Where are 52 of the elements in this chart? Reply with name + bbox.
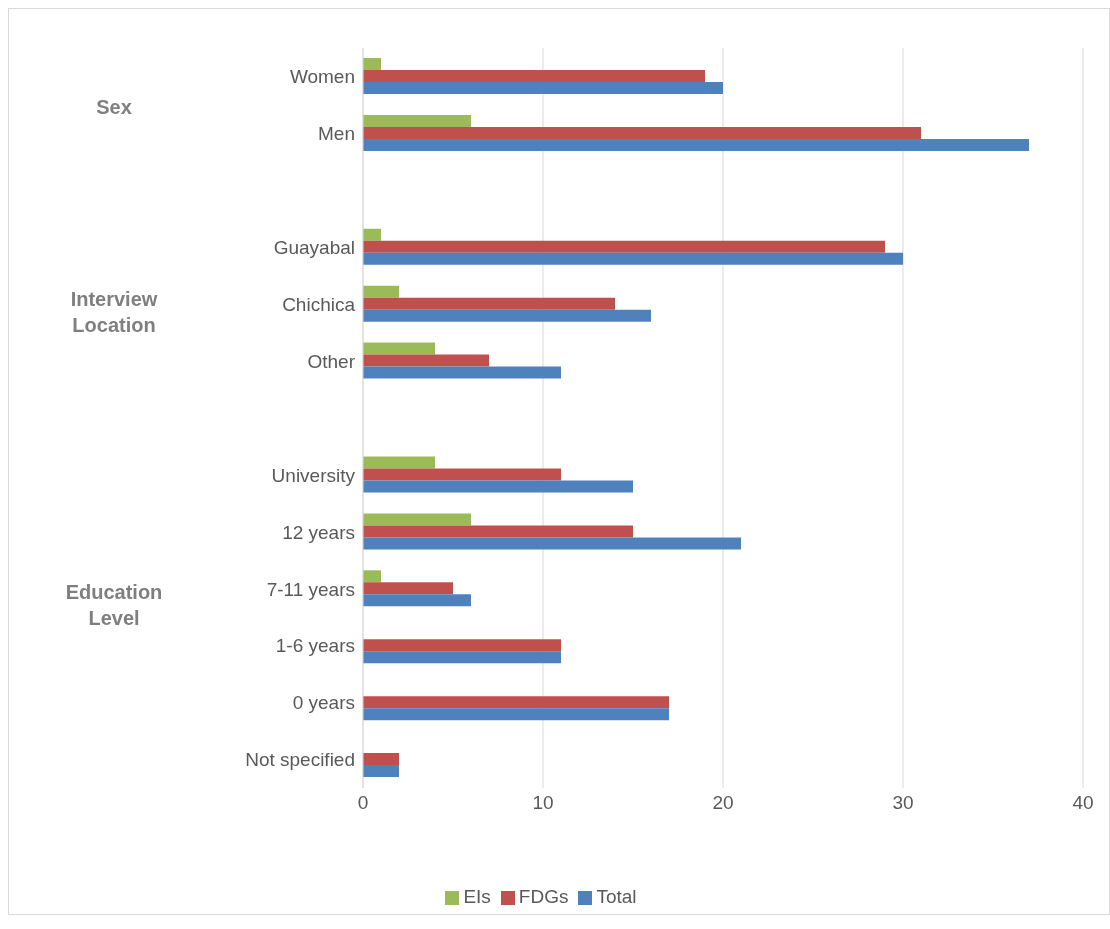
bar [363,70,705,82]
bar [363,582,453,595]
bar [363,309,651,322]
text: Education Level [64,579,164,631]
y-tick-label: Men [318,123,355,145]
bar [363,537,741,550]
x-tick-label: 10 [532,792,554,814]
x-tick-label: 0 [357,792,369,814]
y-tick-label: University [271,464,356,486]
text: Interview Location [69,286,159,338]
x-tick-label: 30 [892,792,914,814]
legend-label: FDGs [518,886,569,907]
y-tick-label: Other [307,350,356,372]
bar [363,126,921,139]
y-tick-label: 0 years [292,692,355,714]
bar [363,82,723,94]
bar [363,594,471,607]
bar [363,285,399,298]
bar [363,138,1029,151]
legend-label: Total [596,886,637,907]
y-tick-label: Guayabal [273,236,355,258]
x-tick-label: 20 [712,792,734,814]
bar [363,342,435,355]
bar [363,765,399,778]
bar [363,366,561,379]
bar [363,696,669,709]
y-tick-label: Women [289,66,355,88]
bar [363,708,669,721]
y-tick-label: 7-11 years [266,578,355,600]
bar [363,228,381,241]
x-tick-label: 40 [1072,792,1094,814]
bar [363,525,633,538]
bar [363,252,903,265]
legend-label: EIs [463,886,491,907]
bar [363,570,381,583]
bar [363,240,885,253]
bar [363,456,435,469]
bar [363,354,489,367]
text: Sex [95,94,133,120]
bar [363,651,561,664]
y-tick-label: Chichica [282,293,356,315]
bar [363,639,561,652]
bar [363,58,381,70]
bar [363,297,615,310]
y-tick-label: Not specified [245,749,355,771]
bar [363,468,561,481]
y-tick-label: 1-6 years [275,635,355,657]
bar [363,513,471,526]
y-tick-label: 12 years [282,521,355,543]
bar [363,480,633,493]
bar [363,753,399,766]
bar [363,114,471,127]
